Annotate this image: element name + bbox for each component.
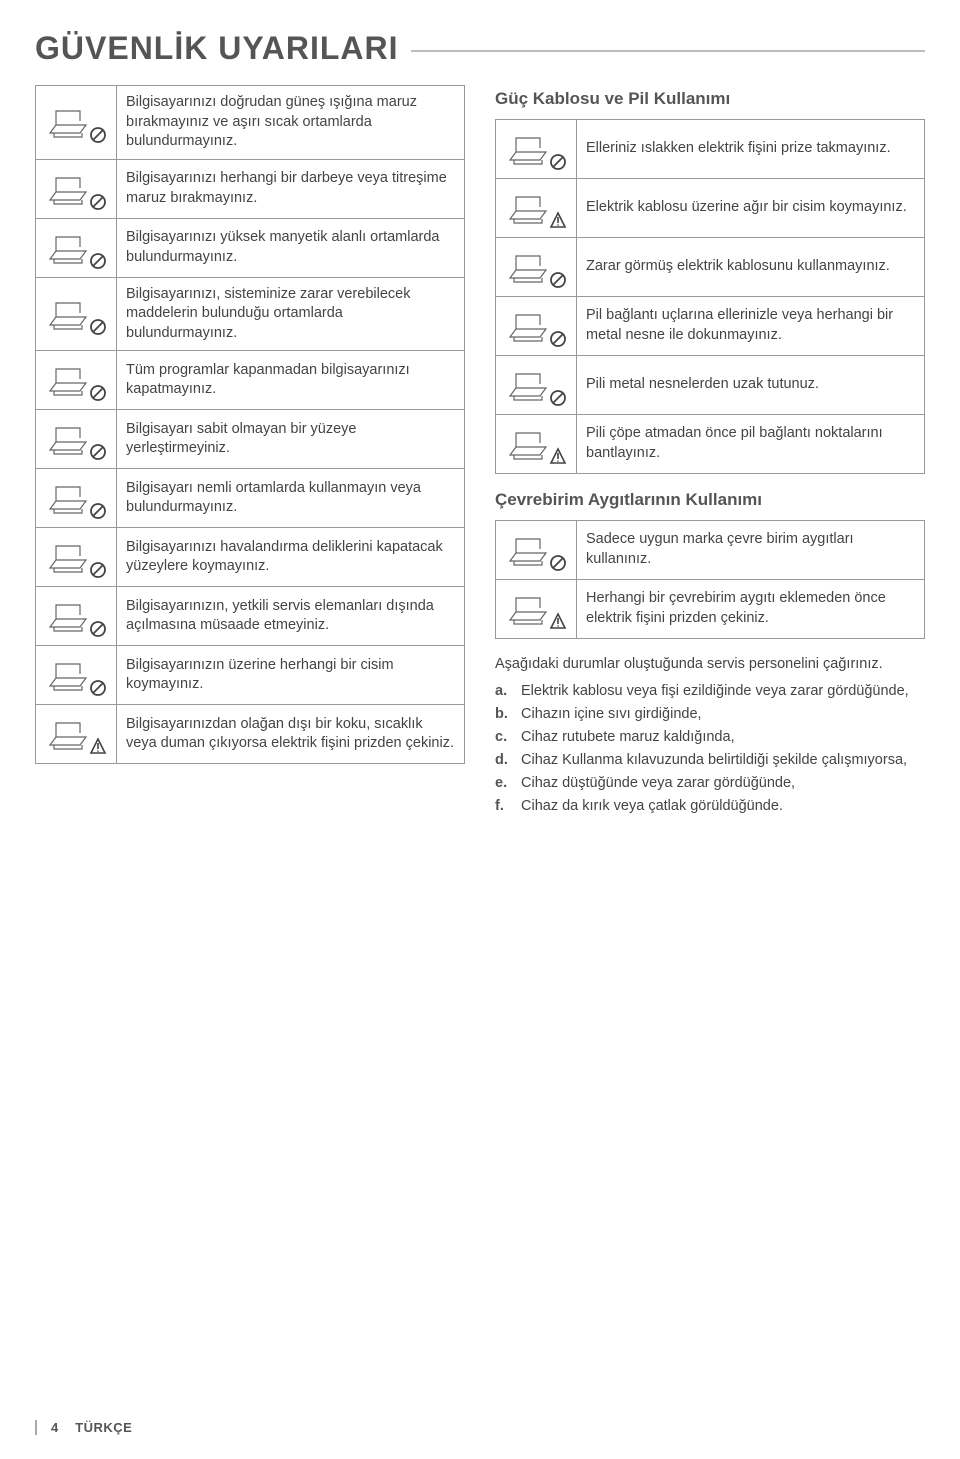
peripheral-item-text: Herhangi bir çevrebirim aygıtı eklemeden…: [577, 580, 925, 639]
power-item-text: Pil bağlantı uçlarına ellerinizle veya h…: [577, 297, 925, 356]
list-letter: f.: [495, 796, 504, 817]
safety-item-row: Bilgisayarınızın, yetkili servis elemanl…: [36, 587, 465, 646]
service-condition-item: f.Cihaz da kırık veya çatlak görüldüğünd…: [495, 796, 925, 817]
safety-item-row: Bilgisayarınızı herhangi bir darbeye vey…: [36, 159, 465, 218]
safety-item-text: Bilgisayarı sabit olmayan bir yüzeye yer…: [117, 410, 465, 469]
safety-item-icon: [36, 528, 117, 587]
list-letter: d.: [495, 750, 508, 771]
left-column: Bilgisayarınızı doğrudan güneş ışığına m…: [35, 85, 465, 819]
peripheral-item-text: Sadece uygun marka çevre birim aygıtları…: [577, 521, 925, 580]
safety-item-row: Tüm programlar kapanmadan bilgisayarınız…: [36, 351, 465, 410]
power-item-text: Pili çöpe atmadan önce pil bağlantı nokt…: [577, 415, 925, 474]
power-item-row: Zarar görmüş elektrik kablosunu kullanma…: [496, 238, 925, 297]
section-title-peripheral: Çevrebirim Aygıtlarının Kullanımı: [495, 490, 925, 510]
peripheral-item-row: Sadece uygun marka çevre birim aygıtları…: [496, 521, 925, 580]
safety-item-text: Bilgisayarınızın üzerine herhangi bir ci…: [117, 646, 465, 705]
safety-item-row: Bilgisayarı nemli ortamlarda kullanmayın…: [36, 469, 465, 528]
safety-item-text: Bilgisayarınızı herhangi bir darbeye vey…: [117, 159, 465, 218]
service-conditions-list: a.Elektrik kablosu veya fişi ezildiğinde…: [495, 681, 925, 817]
power-item-row: Elektrik kablosu üzerine ağır bir cisim …: [496, 179, 925, 238]
safety-item-icon: [36, 469, 117, 528]
list-letter: c.: [495, 727, 507, 748]
safety-item-icon: [36, 410, 117, 469]
safety-item-text: Bilgisayarınızdan olağan dışı bir koku, …: [117, 705, 465, 764]
section-title-power: Güç Kablosu ve Pil Kullanımı: [495, 89, 925, 109]
safety-item-icon: [36, 277, 117, 351]
page-title-text: GÜVENLİK UYARILARI: [35, 30, 399, 67]
safety-item-icon: [36, 86, 117, 160]
power-item-icon: [496, 120, 577, 179]
safety-item-icon: [36, 159, 117, 218]
safety-warnings-table: Bilgisayarınızı doğrudan güneş ışığına m…: [35, 85, 465, 764]
safety-item-icon: [36, 705, 117, 764]
safety-item-text: Bilgisayarınızı, sisteminize zarar vereb…: [117, 277, 465, 351]
page-footer: 4 TÜRKÇE: [35, 1420, 132, 1435]
service-condition-item: b.Cihazın içine sıvı girdiğinde,: [495, 704, 925, 725]
power-item-icon: [496, 356, 577, 415]
footer-divider: [35, 1420, 45, 1435]
list-letter: b.: [495, 704, 508, 725]
power-item-row: Pili metal nesnelerden uzak tutunuz.: [496, 356, 925, 415]
safety-item-icon: [36, 587, 117, 646]
list-letter: e.: [495, 773, 507, 794]
page-title: GÜVENLİK UYARILARI: [35, 30, 925, 67]
power-warnings-table: Elleriniz ıslakken elektrik fişini prize…: [495, 119, 925, 474]
power-item-icon: [496, 415, 577, 474]
page-number: 4: [51, 1420, 59, 1435]
power-item-text: Elleriniz ıslakken elektrik fişini prize…: [577, 120, 925, 179]
power-item-text: Elektrik kablosu üzerine ağır bir cisim …: [577, 179, 925, 238]
footer-language: TÜRKÇE: [75, 1420, 132, 1435]
power-item-icon: [496, 238, 577, 297]
safety-item-row: Bilgisayarınızdan olağan dışı bir koku, …: [36, 705, 465, 764]
service-note: Aşağıdaki durumlar oluştuğunda servis pe…: [495, 655, 925, 675]
safety-item-text: Bilgisayarı nemli ortamlarda kullanmayın…: [117, 469, 465, 528]
power-item-row: Pil bağlantı uçlarına ellerinizle veya h…: [496, 297, 925, 356]
safety-item-row: Bilgisayarınızı havalandırma deliklerini…: [36, 528, 465, 587]
service-condition-item: e.Cihaz düştüğünde veya zarar gördüğünde…: [495, 773, 925, 794]
peripheral-item-icon: [496, 580, 577, 639]
safety-item-text: Bilgisayarınızın, yetkili servis elemanl…: [117, 587, 465, 646]
safety-item-text: Bilgisayarınızı havalandırma deliklerini…: [117, 528, 465, 587]
safety-item-row: Bilgisayarı sabit olmayan bir yüzeye yer…: [36, 410, 465, 469]
title-divider-line: [411, 50, 925, 52]
safety-item-row: Bilgisayarınızı yüksek manyetik alanlı o…: [36, 218, 465, 277]
safety-item-row: Bilgisayarınızın üzerine herhangi bir ci…: [36, 646, 465, 705]
service-condition-item: c.Cihaz rutubete maruz kaldığında,: [495, 727, 925, 748]
safety-item-row: Bilgisayarınızı, sisteminize zarar vereb…: [36, 277, 465, 351]
content-columns: Bilgisayarınızı doğrudan güneş ışığına m…: [35, 85, 925, 819]
power-item-icon: [496, 179, 577, 238]
safety-item-text: Bilgisayarınızı doğrudan güneş ışığına m…: [117, 86, 465, 160]
service-condition-item: a.Elektrik kablosu veya fişi ezildiğinde…: [495, 681, 925, 702]
list-letter: a.: [495, 681, 507, 702]
power-item-row: Elleriniz ıslakken elektrik fişini prize…: [496, 120, 925, 179]
peripheral-item-row: Herhangi bir çevrebirim aygıtı eklemeden…: [496, 580, 925, 639]
safety-item-icon: [36, 646, 117, 705]
right-column: Güç Kablosu ve Pil Kullanımı Elleriniz ı…: [495, 85, 925, 819]
safety-item-text: Bilgisayarınızı yüksek manyetik alanlı o…: [117, 218, 465, 277]
power-item-text: Pili metal nesnelerden uzak tutunuz.: [577, 356, 925, 415]
service-condition-item: d.Cihaz Kullanma kılavuzunda belirtildiğ…: [495, 750, 925, 771]
safety-item-row: Bilgisayarınızı doğrudan güneş ışığına m…: [36, 86, 465, 160]
safety-item-icon: [36, 218, 117, 277]
peripheral-warnings-table: Sadece uygun marka çevre birim aygıtları…: [495, 520, 925, 639]
power-item-text: Zarar görmüş elektrik kablosunu kullanma…: [577, 238, 925, 297]
power-item-row: Pili çöpe atmadan önce pil bağlantı nokt…: [496, 415, 925, 474]
safety-item-icon: [36, 351, 117, 410]
safety-item-text: Tüm programlar kapanmadan bilgisayarınız…: [117, 351, 465, 410]
power-item-icon: [496, 297, 577, 356]
peripheral-item-icon: [496, 521, 577, 580]
